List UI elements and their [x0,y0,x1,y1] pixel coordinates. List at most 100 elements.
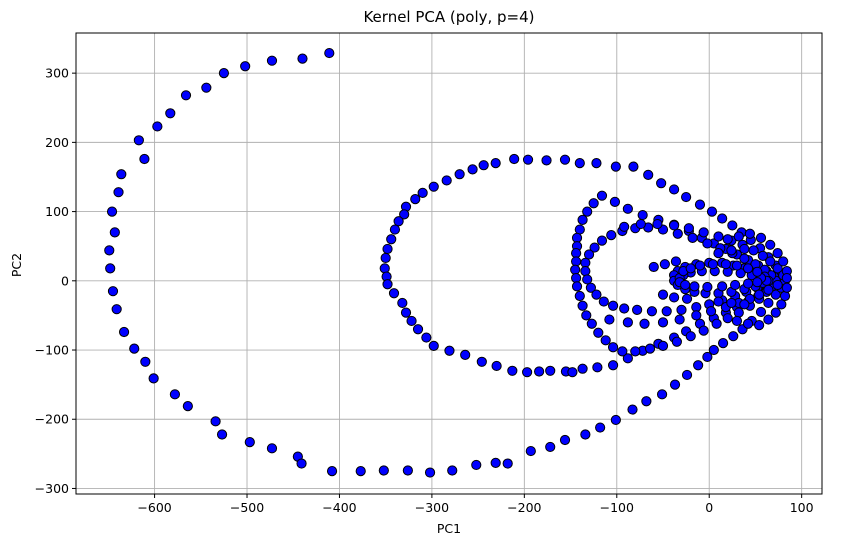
scatter-point [595,422,606,433]
scatter-point [713,231,724,242]
scatter-point [733,231,744,242]
scatter-point [622,353,633,364]
scatter-point [674,314,685,325]
scatter-point [772,248,783,259]
scatter-point [113,187,124,198]
grid-lines [76,33,822,494]
scatter-point [731,260,743,271]
scatter-point [752,266,763,277]
scatter-point [596,190,608,201]
scatter-point [610,414,621,426]
scatter-point [577,300,588,311]
scatter-point [707,259,719,270]
scatter-point [739,299,750,310]
scatter-point [169,389,181,400]
scatter-point [728,331,739,342]
scatter-point [752,277,763,288]
y-tick-label: −100 [35,343,69,358]
scatter-point [296,458,307,469]
scatter-point [201,82,212,93]
scatter-point [525,445,536,457]
y-tick-label: 0 [61,273,69,288]
scatter-point [545,365,556,376]
scatter-point [107,286,119,297]
scatter-point [324,47,335,59]
scatter-point [607,300,619,311]
scatter-point [754,289,765,300]
x-tick-label: −200 [507,500,541,515]
scatter-point [606,230,617,241]
scatter-point [591,158,602,169]
scatter-point [702,281,713,293]
scatter-point [720,259,731,270]
scatter-point [454,169,465,180]
scatter-point [744,228,756,239]
scatter-point [402,465,413,476]
chart-title: Kernel PCA (poly, p=4) [363,8,534,26]
y-tick-label: 300 [45,66,69,81]
scatter-point [559,154,571,165]
scatter-point [731,315,743,327]
scatter-point [757,250,768,261]
scatter-point [266,55,278,66]
scatter-point [326,466,338,477]
scatter-point [586,318,597,329]
scatter-point [410,194,421,205]
scatter-point [739,253,750,264]
scatter-point [680,279,691,291]
scatter-point [694,199,706,210]
scatter-point [244,436,255,448]
scatter-point [717,281,728,292]
scatter-point [742,318,754,329]
scatter-point [240,61,251,72]
scatter-point [571,281,583,292]
scatter-point [571,272,582,284]
scatter-point [417,187,428,198]
scatter-point [722,234,733,245]
scatter-point [687,232,698,243]
scatter-point [541,155,552,166]
scatter-point [581,310,592,321]
scatter-point [534,366,545,377]
scatter-point [770,307,781,318]
scatter-point [580,266,591,277]
x-tick-label: 100 [790,500,814,515]
x-tick-label: −300 [415,500,449,515]
y-tick-label: 100 [45,204,69,219]
scatter-point [600,335,611,346]
scatter-point [763,284,774,295]
scatter-point [105,263,116,274]
scatter-point [765,239,776,250]
scatter-point [218,68,230,79]
scatter-point [106,206,118,217]
scatter-point [380,252,391,264]
scatter-point [571,256,582,267]
scatter-point [622,203,633,214]
scatter-point [694,260,706,271]
y-tick-label: 200 [45,135,69,150]
scatter-point [689,281,700,292]
scatter-point [776,299,787,310]
scatter-point [672,228,683,239]
scatter-point [379,263,390,274]
scatter-point [182,400,193,412]
scatter-point [657,340,669,351]
scatter-point [641,396,652,407]
scatter-point [646,306,658,317]
scatter-point [668,184,680,195]
scatter-point [669,379,681,390]
scatter-point [389,224,401,235]
scatter-point [386,234,397,245]
scatter-point [698,227,709,238]
plot-frame [75,32,823,495]
scatter-point [632,304,643,315]
scatter-point [622,317,633,328]
scatter-point [580,429,591,440]
scatter-point [471,459,482,471]
scatter-point [676,304,687,315]
scatter-point [619,303,630,314]
scatter-point [609,196,621,207]
scatter-point [739,243,750,255]
scatter-point [628,161,639,172]
scatter-point [490,158,501,169]
